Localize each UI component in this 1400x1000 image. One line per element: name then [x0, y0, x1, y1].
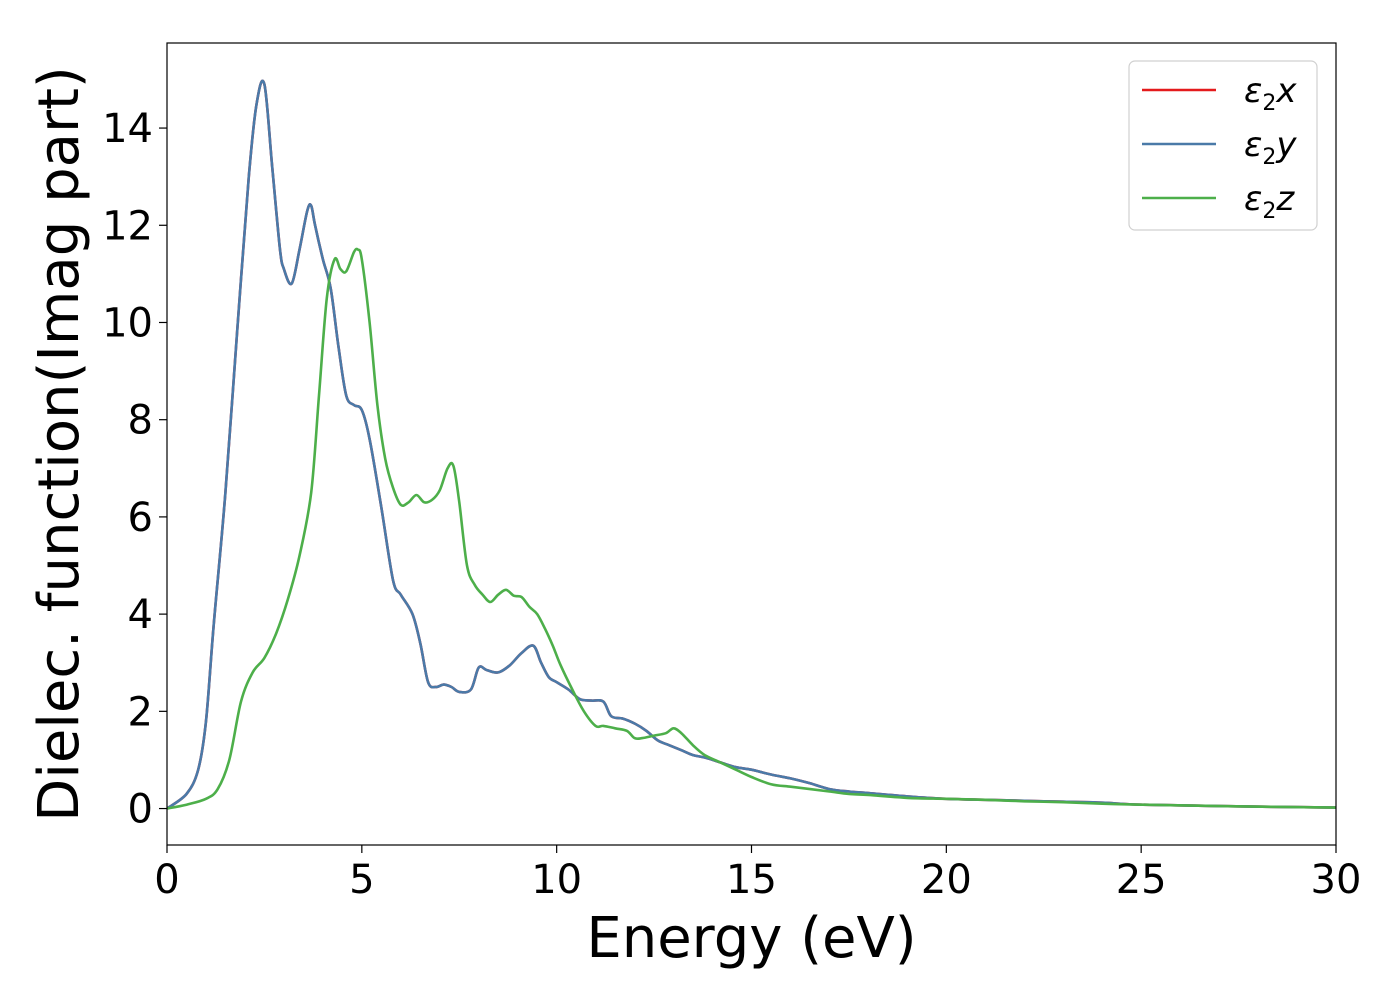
legend-label-2: ε2y — [1244, 125, 1297, 170]
y-axis-title: Dielec. function(Imag part) — [27, 66, 92, 822]
x-axis-title: Energy (eV) — [586, 906, 916, 971]
series-line-3 — [167, 247, 1336, 810]
x-tick-label: 25 — [1116, 857, 1167, 903]
series-line-2 — [167, 79, 1336, 810]
y-tick-label: 14 — [102, 106, 153, 152]
y-tick-label: 12 — [102, 203, 153, 249]
x-tick-label: 0 — [154, 857, 179, 903]
y-tick-label: 0 — [128, 787, 153, 833]
x-tick-label: 10 — [531, 857, 582, 903]
x-tick-label: 30 — [1311, 857, 1362, 903]
plot-lines — [167, 79, 1336, 810]
legend-label-3: ε2z — [1244, 179, 1295, 224]
y-tick-label: 4 — [128, 592, 153, 638]
x-tick-label: 15 — [726, 857, 777, 903]
x-tick-label: 5 — [349, 857, 374, 903]
legend: ε2x ε2y ε2z — [1128, 60, 1318, 231]
legend-frame — [1128, 60, 1318, 231]
legend-label-1: ε2x — [1244, 71, 1297, 116]
y-tick-label: 10 — [102, 300, 153, 346]
y-tick-label: 8 — [128, 398, 153, 444]
y-tick-label: 2 — [128, 689, 153, 735]
x-tick-label: 20 — [921, 857, 972, 903]
x-axis: 0 5 10 15 20 25 30 — [154, 845, 1361, 903]
y-tick-label: 6 — [128, 495, 153, 541]
y-axis: 0 2 4 6 8 10 12 14 — [102, 106, 167, 833]
